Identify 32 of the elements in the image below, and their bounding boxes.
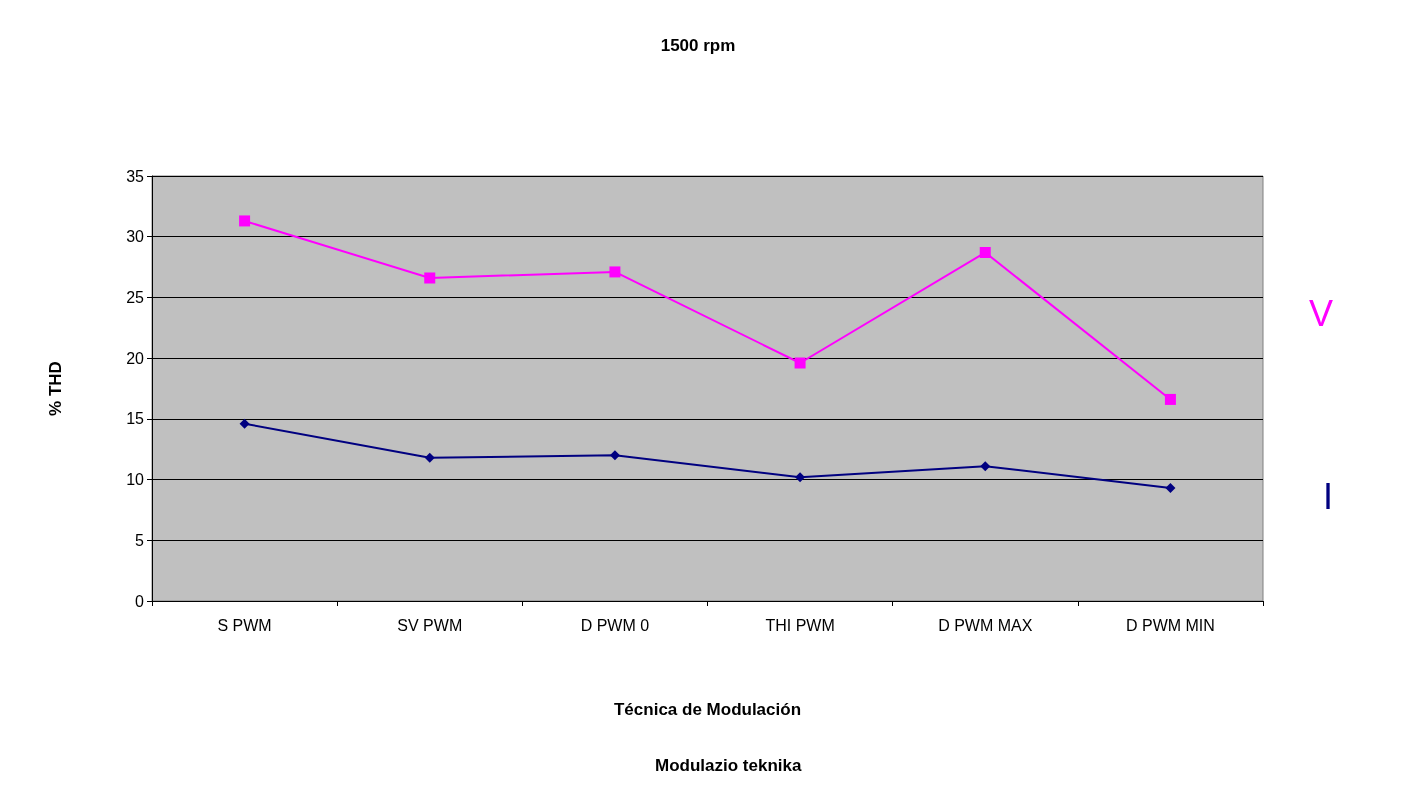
point <box>239 215 251 227</box>
point <box>609 266 621 278</box>
point <box>1165 483 1176 494</box>
y-tick-label: 5 <box>135 531 145 549</box>
point <box>794 357 806 369</box>
text: V <box>1308 292 1333 334</box>
x-tick-label: THI PWM <box>765 616 835 634</box>
point <box>979 247 991 258</box>
x-tick-label: D PWM MAX <box>938 616 1033 634</box>
point <box>239 418 250 429</box>
x-axis-title: Técnica de Modulación <box>613 700 802 719</box>
y-tick-label: 25 <box>126 288 145 306</box>
y-tick-label: 10 <box>126 471 145 489</box>
chart-title: 1500 rpm <box>660 36 736 55</box>
y-tick-label: 0 <box>135 592 145 610</box>
y-tick-label: 35 <box>126 167 145 185</box>
point <box>424 452 435 463</box>
y-tick-label: 15 <box>126 410 145 428</box>
point <box>795 472 806 483</box>
point <box>1164 393 1176 405</box>
text: Modulazio teknika <box>654 756 802 775</box>
text: I <box>1323 475 1334 517</box>
point <box>424 272 436 284</box>
x-tick-label: SV PWM <box>397 616 463 634</box>
point <box>609 450 620 461</box>
y-axis-title: % THD <box>46 361 65 416</box>
point <box>980 461 991 472</box>
x-tick-label: D PWM MIN <box>1125 616 1215 634</box>
x-tick-label: D PWM 0 <box>580 616 650 634</box>
y-tick-label: 20 <box>126 349 145 367</box>
x-tick-label: S PWM <box>217 616 272 634</box>
y-tick-label: 30 <box>126 228 145 246</box>
